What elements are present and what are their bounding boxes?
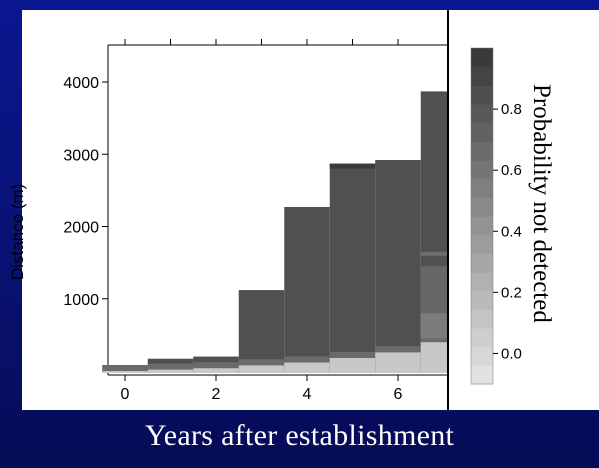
colorbar-cell [471, 66, 493, 86]
heatmap-cell [329, 163, 376, 169]
colorbar-tick-label: 0.0 [501, 345, 522, 362]
colorbar-cell [471, 104, 493, 124]
heatmap-cell [420, 266, 447, 314]
heatmap-mid-band [147, 363, 194, 370]
y-tick-label: 3000 [63, 147, 99, 164]
colorbar-cell [471, 309, 493, 329]
x-axis-title: Years after establishment [144, 419, 455, 452]
x-tick-label: 2 [212, 386, 221, 403]
colorbar-frame [470, 47, 494, 385]
colorbar-cell [471, 197, 493, 217]
heatmap-low-band [375, 352, 421, 373]
colorbar-cell [471, 346, 493, 366]
heatmap-mid-band [102, 365, 148, 371]
heatmap-cell [420, 313, 447, 339]
x-tick-label: 6 [394, 386, 403, 403]
colorbar-cell [471, 48, 493, 68]
heatmap-low-band [329, 357, 376, 373]
colorbar-cell [471, 365, 493, 385]
colorbar-cell [471, 122, 493, 142]
divider-line [447, 10, 449, 410]
colorbar-cell [471, 216, 493, 236]
heatmap-cell [420, 251, 447, 256]
colorbar-cell [471, 234, 493, 254]
colorbar-cell [471, 272, 493, 292]
colorbar-tick-label: 0.8 [501, 101, 522, 118]
heatmap-column [329, 163, 376, 373]
y-axis-label: Distance (m) [8, 183, 27, 280]
heatmap-mid-band [193, 362, 239, 369]
colorbar-cell [471, 141, 493, 161]
heatmap-low-band [284, 362, 330, 373]
colorbar-cell [471, 178, 493, 198]
y-tick-label: 1000 [63, 292, 99, 309]
y-tick-label: 4000 [63, 75, 99, 92]
colorbar-cell [471, 290, 493, 310]
colorbar-tick-label: 0.6 [501, 162, 522, 179]
heatmap-low-band [420, 342, 447, 373]
heatmap-column [238, 290, 285, 373]
heatmap-low-band [238, 365, 285, 373]
colorbar-label: Probability not detected [528, 84, 555, 323]
colorbar-tick-label: 0.4 [501, 223, 522, 240]
heatmap-mid-band [420, 336, 447, 343]
colorbar-cell [471, 85, 493, 105]
colorbar-tick-label: 0.2 [501, 284, 522, 301]
heatmap-low-band [147, 369, 194, 373]
heatmap-mid-band [238, 359, 285, 366]
x-tick-label: 4 [303, 386, 312, 403]
heatmap-column [284, 206, 330, 373]
heatmap-low-band [193, 368, 239, 373]
heatmap-low-band [102, 371, 148, 373]
colorbar-cell [471, 253, 493, 273]
x-tick-label: 0 [121, 386, 130, 403]
heatmap-mid-band [284, 356, 330, 363]
heatmap-mid-band [329, 351, 376, 358]
colorbar-cell [471, 160, 493, 180]
y-tick-label: 2000 [63, 220, 99, 237]
colorbar-cell [471, 328, 493, 348]
heatmap-mid-band [375, 346, 421, 353]
heatmap-column [375, 160, 421, 373]
